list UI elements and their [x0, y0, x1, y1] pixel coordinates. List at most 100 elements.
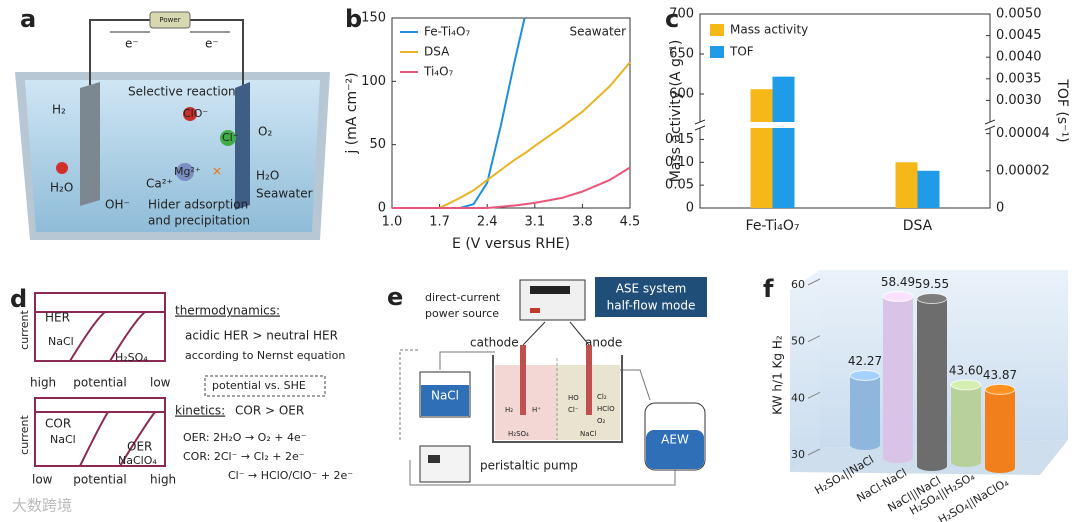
cell	[492, 355, 623, 443]
label: Hider adsorption	[148, 198, 248, 212]
label: cathode	[470, 336, 519, 350]
label: kinetics:	[175, 404, 225, 418]
button	[530, 308, 540, 313]
panel-e: direct-current power source ASE system h…	[399, 277, 707, 486]
x-tick-label: 1.0	[382, 215, 403, 230]
label: COR: 2Cl⁻ → Cl₂ + 2e⁻	[183, 450, 305, 463]
tube	[409, 460, 676, 486]
cylinder-body	[917, 298, 947, 466]
y-axis-label: KW h/1 Kg H₂	[771, 335, 785, 415]
y2-tick-label: 0.0035	[996, 71, 1042, 86]
label: direct-current	[425, 291, 501, 304]
label: NaClO₄	[118, 454, 157, 467]
value-label: 59.55	[915, 277, 949, 291]
curve	[69, 311, 146, 362]
bar	[917, 170, 940, 208]
x-tick-label: 3.8	[572, 215, 593, 230]
wire	[569, 321, 590, 346]
label: and precipitation	[148, 214, 250, 228]
liquid	[646, 430, 704, 469]
label: OER: 2H₂O → O₂ + 4e⁻	[183, 431, 307, 444]
label: thermodynamics:	[175, 304, 280, 318]
label: NaCl	[48, 335, 74, 348]
axis-label: current	[18, 309, 31, 349]
label: H₂SO₄	[115, 351, 148, 364]
x-tick-label: 2.4	[477, 215, 498, 230]
ion	[176, 163, 194, 181]
panel-label: f	[763, 275, 774, 303]
label: NaCl	[50, 433, 76, 446]
label: OH⁻	[105, 198, 130, 212]
panel-label: e	[387, 283, 403, 311]
y-tick-label: 50	[791, 335, 805, 348]
panel-label: a	[20, 5, 36, 33]
label: OER	[127, 440, 152, 454]
bar	[772, 76, 795, 208]
wire	[190, 19, 244, 85]
label: HClO	[597, 405, 615, 413]
cylinder-body	[951, 384, 981, 462]
plot-frame	[391, 17, 631, 209]
label: H₂SO₄	[508, 430, 529, 438]
label: O₂	[258, 125, 272, 139]
electrode	[586, 345, 592, 415]
value-label: 43.60	[949, 363, 983, 377]
label: H₂	[52, 103, 66, 117]
cylinder-top	[882, 291, 914, 303]
label: according to Nernst equation	[185, 349, 345, 362]
line-series	[392, 166, 631, 209]
label: ClO⁻	[183, 107, 208, 120]
display	[530, 286, 570, 294]
y-tick-label: 0.05	[665, 178, 694, 193]
line-series	[392, 61, 631, 209]
block-mark: ✕	[212, 165, 222, 179]
label: AEW	[661, 433, 689, 447]
y-axis-label: Mass activity (A g⁻¹)	[668, 40, 684, 183]
cylinder-body	[985, 389, 1015, 468]
panel-a: Power e⁻ e⁻ Selective reaction H₂ ClO⁻ C…	[15, 11, 330, 240]
label: half-flow mode	[607, 299, 696, 313]
cathode-plate	[80, 82, 100, 206]
bar	[750, 89, 773, 208]
pump	[419, 445, 471, 483]
panel-label: c	[665, 5, 679, 33]
x-tick-label: Fe-Ti₄O₇	[746, 218, 800, 234]
bar	[895, 162, 918, 208]
label: high	[30, 376, 56, 390]
x-tick-label: 1.7	[429, 215, 450, 230]
y-tick-label: 40	[791, 391, 805, 404]
break-mark	[694, 119, 706, 131]
panel-d-text: HER NaCl H₂SO₄ current high potential lo…	[18, 304, 353, 487]
label: Selective reaction	[128, 85, 236, 99]
label: potential	[73, 376, 126, 390]
legend-swatch	[710, 24, 724, 36]
panel-label: b	[345, 5, 362, 33]
anode-plate	[235, 82, 250, 210]
panel-d	[34, 292, 326, 467]
label: H₂O	[50, 181, 73, 195]
plot-frame	[699, 13, 991, 209]
y-tick-label: 0.15	[665, 132, 694, 147]
liquid	[421, 385, 469, 416]
axis-break	[694, 122, 996, 128]
label: COR > OER	[235, 404, 304, 418]
power-box	[149, 11, 191, 29]
label: O₂	[597, 417, 606, 425]
label: COR	[45, 417, 71, 431]
y2-tick-label: 0.0050	[996, 7, 1042, 22]
x-tick-label: 3.1	[524, 215, 545, 230]
label: Cl⁻ → HClO/ClO⁻ + 2e⁻	[228, 469, 353, 482]
tube	[439, 351, 495, 370]
axis-label: current	[18, 414, 31, 454]
y2-tick-label: 0.0040	[996, 50, 1042, 65]
label: low	[32, 473, 53, 487]
y2-tick-label: 0.00002	[996, 163, 1050, 178]
y2-tick-label: 0.00004	[996, 126, 1050, 141]
label: e⁻	[205, 37, 219, 51]
electrode	[520, 345, 526, 415]
y-tick-label: 0.10	[665, 155, 694, 170]
cylinder-top	[950, 379, 982, 391]
label: potential vs. SHE	[212, 379, 306, 392]
annotation: Seawater	[569, 25, 626, 39]
label: HO	[568, 394, 579, 402]
